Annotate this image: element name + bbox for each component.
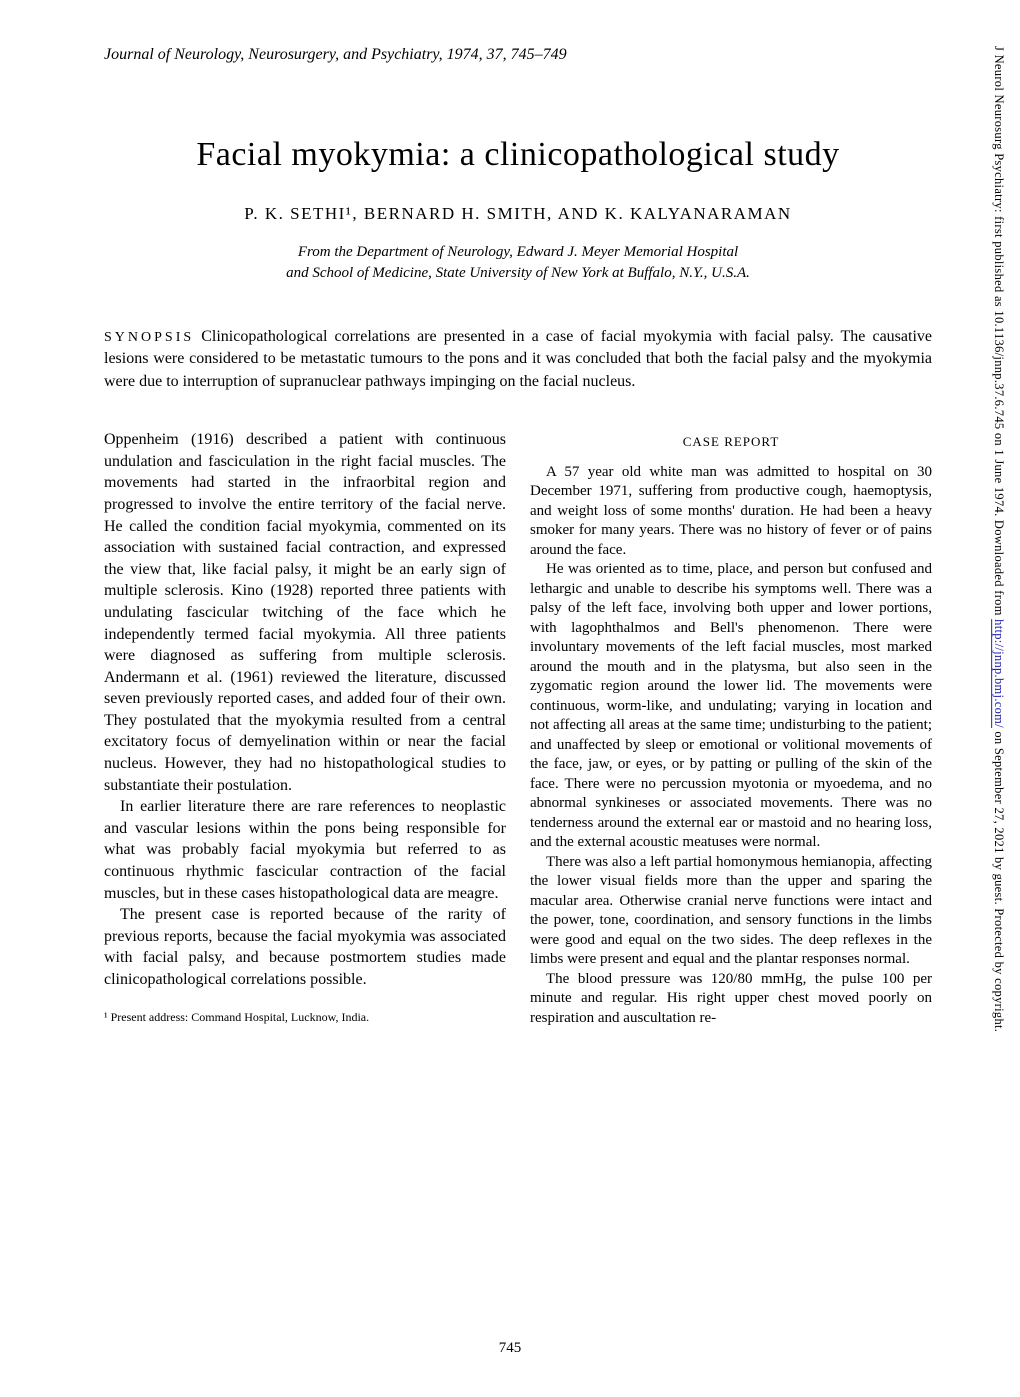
left-paragraph-2: In earlier literature there are rare ref…	[104, 796, 506, 904]
synopsis-block: SYNOPSIS Clinicopathological correlation…	[104, 326, 932, 393]
footnote: ¹ Present address: Command Hospital, Luc…	[104, 1009, 506, 1025]
synopsis-label: SYNOPSIS	[104, 330, 194, 345]
left-column: Oppenheim (1916) described a patient wit…	[104, 429, 506, 1028]
right-paragraph-2: He was oriented as to time, place, and p…	[530, 560, 932, 853]
copyright-sidebar: J Neurol Neurosurg Psychiatry: first pub…	[986, 46, 1006, 1356]
affiliation-line-2: and School of Medicine, State University…	[286, 265, 750, 281]
authors-line: P. K. SETHI¹, BERNARD H. SMITH, AND K. K…	[104, 204, 932, 224]
sidebar-link[interactable]: http://jnnp.bmj.com/	[992, 619, 1006, 728]
left-paragraph-3: The present case is reported because of …	[104, 904, 506, 990]
affiliation: From the Department of Neurology, Edward…	[104, 242, 932, 284]
article-title: Facial myokymia: a clinicopathological s…	[104, 136, 932, 174]
right-column: CASE REPORT A 57 year old white man was …	[530, 429, 932, 1028]
affiliation-line-1: From the Department of Neurology, Edward…	[298, 244, 738, 260]
right-paragraph-4: The blood pressure was 120/80 mmHg, the …	[530, 970, 932, 1029]
page-number: 745	[499, 1340, 522, 1357]
two-column-layout: Oppenheim (1916) described a patient wit…	[104, 429, 932, 1028]
journal-header: Journal of Neurology, Neurosurgery, and …	[104, 46, 932, 64]
right-paragraph-3: There was also a left partial homonymous…	[530, 853, 932, 970]
left-paragraph-1: Oppenheim (1916) described a patient wit…	[104, 429, 506, 796]
synopsis-text: Clinicopathological correlations are pre…	[104, 328, 932, 390]
right-paragraph-1: A 57 year old white man was admitted to …	[530, 463, 932, 561]
sidebar-prefix: J Neurol Neurosurg Psychiatry: first pub…	[992, 46, 1006, 619]
sidebar-suffix: on September 27, 2021 by guest. Protecte…	[992, 728, 1006, 1032]
case-report-heading: CASE REPORT	[530, 433, 932, 451]
